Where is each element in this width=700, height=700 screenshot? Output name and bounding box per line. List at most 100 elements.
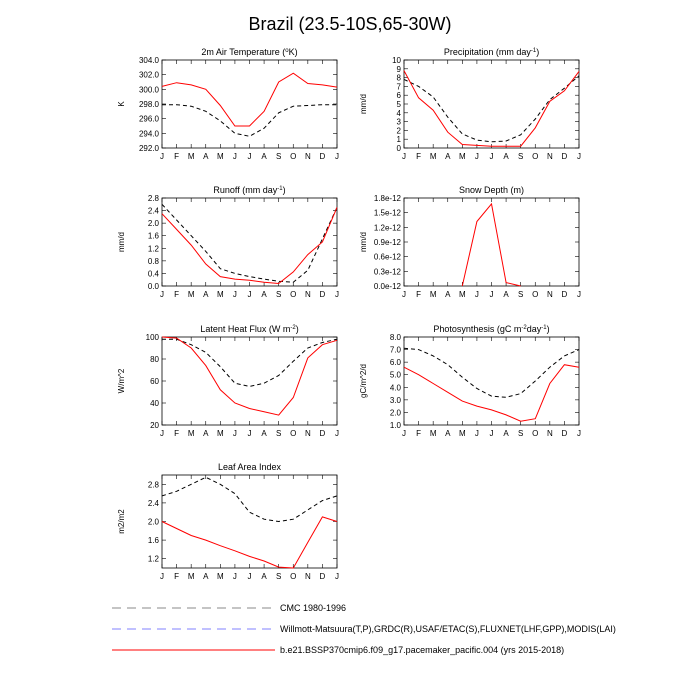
series-line-model — [161, 336, 338, 416]
x-tick-label: M — [188, 572, 195, 581]
y-tick-label: 4.0 — [390, 383, 402, 392]
y-tick-label: 6 — [397, 91, 402, 100]
y-tick-label: 5.0 — [390, 371, 402, 380]
x-tick-label: N — [305, 290, 311, 299]
x-tick-label: A — [445, 290, 451, 299]
x-tick-label: O — [532, 152, 538, 161]
x-tick-label: N — [547, 290, 553, 299]
x-tick-label: D — [562, 290, 568, 299]
series-line-model — [403, 364, 580, 422]
x-tick-label: O — [290, 429, 296, 438]
y-tick-label: 5 — [397, 100, 402, 109]
plot-frame — [161, 336, 338, 426]
y-tick-label: 80 — [150, 355, 159, 364]
y-tick-label: 302.0 — [139, 71, 160, 80]
y-axis-label: K — [117, 101, 126, 107]
series-line-observed — [403, 75, 580, 143]
y-tick-label: 7 — [397, 82, 402, 91]
legend-label: CMC 1980-1996 — [280, 603, 346, 613]
plot-frame — [403, 59, 580, 149]
y-tick-label: 2.8 — [148, 480, 160, 489]
chart-snow: Snow Depth (m) 0.0e-12 0.3e-12 0.6e-12 0.9e-… — [359, 185, 581, 299]
y-tick-label: 1.8e-12 — [374, 194, 402, 203]
x-tick-label: F — [416, 290, 421, 299]
y-tick-label: 0.0 — [148, 282, 160, 291]
y-tick-label: 300.0 — [139, 85, 160, 94]
x-tick-label: J — [160, 429, 164, 438]
x-tick-label: M — [430, 152, 437, 161]
chart-title: Photosynthesis (gC m-2day-1) — [433, 324, 549, 334]
x-tick-label: D — [320, 429, 326, 438]
x-tick-label: F — [174, 290, 179, 299]
y-tick-label: 294.0 — [139, 129, 160, 138]
x-tick-label: A — [203, 290, 209, 299]
x-tick-label: M — [188, 152, 195, 161]
y-tick-label: 40 — [150, 399, 159, 408]
x-tick-label: F — [174, 152, 179, 161]
y-axis-label: mm/d — [359, 94, 368, 114]
x-tick-label: A — [503, 429, 509, 438]
y-tick-label: 2.4 — [148, 499, 160, 508]
x-tick-label: M — [217, 572, 224, 581]
x-tick-label: M — [459, 290, 466, 299]
x-tick-label: N — [547, 429, 553, 438]
y-tick-label: 7.0 — [390, 346, 402, 355]
chart-gpp: Photosynthesis (gC m-2day-1) 1.0 2.0 3.0 4.0… — [359, 324, 581, 438]
y-tick-label: 0 — [397, 144, 402, 153]
x-tick-label: F — [416, 429, 421, 438]
x-tick-label: J — [335, 572, 339, 581]
y-tick-label: 2.8 — [148, 194, 160, 203]
x-tick-label: F — [174, 572, 179, 581]
x-tick-label: A — [203, 572, 209, 581]
x-tick-label: A — [261, 152, 267, 161]
series-line-observed — [161, 476, 338, 523]
y-tick-label: 0.4 — [148, 269, 160, 278]
x-tick-label: M — [188, 429, 195, 438]
y-axis-label: m2/m2 — [117, 509, 126, 534]
y-tick-label: 292.0 — [139, 144, 160, 153]
chart-title: Latent Heat Flux (W m-2) — [200, 324, 298, 334]
y-tick-label: 60 — [150, 377, 159, 386]
y-tick-label: 1.0 — [390, 421, 402, 430]
x-tick-label: J — [233, 152, 237, 161]
x-tick-label: J — [248, 152, 252, 161]
y-tick-label: 1 — [397, 135, 402, 144]
y-tick-label: 296.0 — [139, 115, 160, 124]
y-tick-label: 1.2 — [148, 555, 160, 564]
x-tick-label: M — [430, 429, 437, 438]
x-tick-label: O — [290, 290, 296, 299]
x-tick-label: J — [335, 152, 339, 161]
y-tick-label: 0.9e-12 — [374, 238, 402, 247]
chart-title: Runoff (mm day-1) — [213, 185, 285, 195]
x-tick-label: S — [276, 429, 281, 438]
y-axis-label: gC/m^2/d — [359, 364, 368, 398]
y-tick-label: 0.6e-12 — [374, 253, 402, 262]
x-tick-label: D — [562, 429, 568, 438]
chart-title: Precipitation (mm day-1) — [444, 47, 539, 57]
y-tick-label: 8.0 — [390, 333, 402, 342]
x-tick-label: D — [320, 572, 326, 581]
y-tick-label: 9 — [397, 65, 402, 74]
x-tick-label: J — [402, 429, 406, 438]
y-tick-label: 1.2e-12 — [374, 223, 402, 232]
x-tick-label: M — [217, 429, 224, 438]
y-tick-label: 298.0 — [139, 100, 160, 109]
plot-frame — [403, 197, 580, 287]
x-tick-label: M — [430, 290, 437, 299]
x-tick-label: J — [475, 152, 479, 161]
x-tick-label: N — [305, 572, 311, 581]
x-tick-label: S — [518, 152, 523, 161]
x-tick-label: M — [188, 290, 195, 299]
x-tick-label: J — [577, 152, 581, 161]
y-tick-label: 20 — [150, 421, 159, 430]
y-tick-label: 0.0e-12 — [374, 282, 402, 291]
y-axis-label: W/m^2 — [117, 368, 126, 393]
x-tick-label: J — [160, 290, 164, 299]
y-tick-label: 1.5e-12 — [374, 209, 402, 218]
chart-t2m: 2m Air Temperature (oK) 292.0 294.0 296.0 29… — [117, 47, 339, 161]
x-tick-label: J — [577, 290, 581, 299]
x-tick-label: S — [276, 152, 281, 161]
x-tick-label: O — [532, 290, 538, 299]
